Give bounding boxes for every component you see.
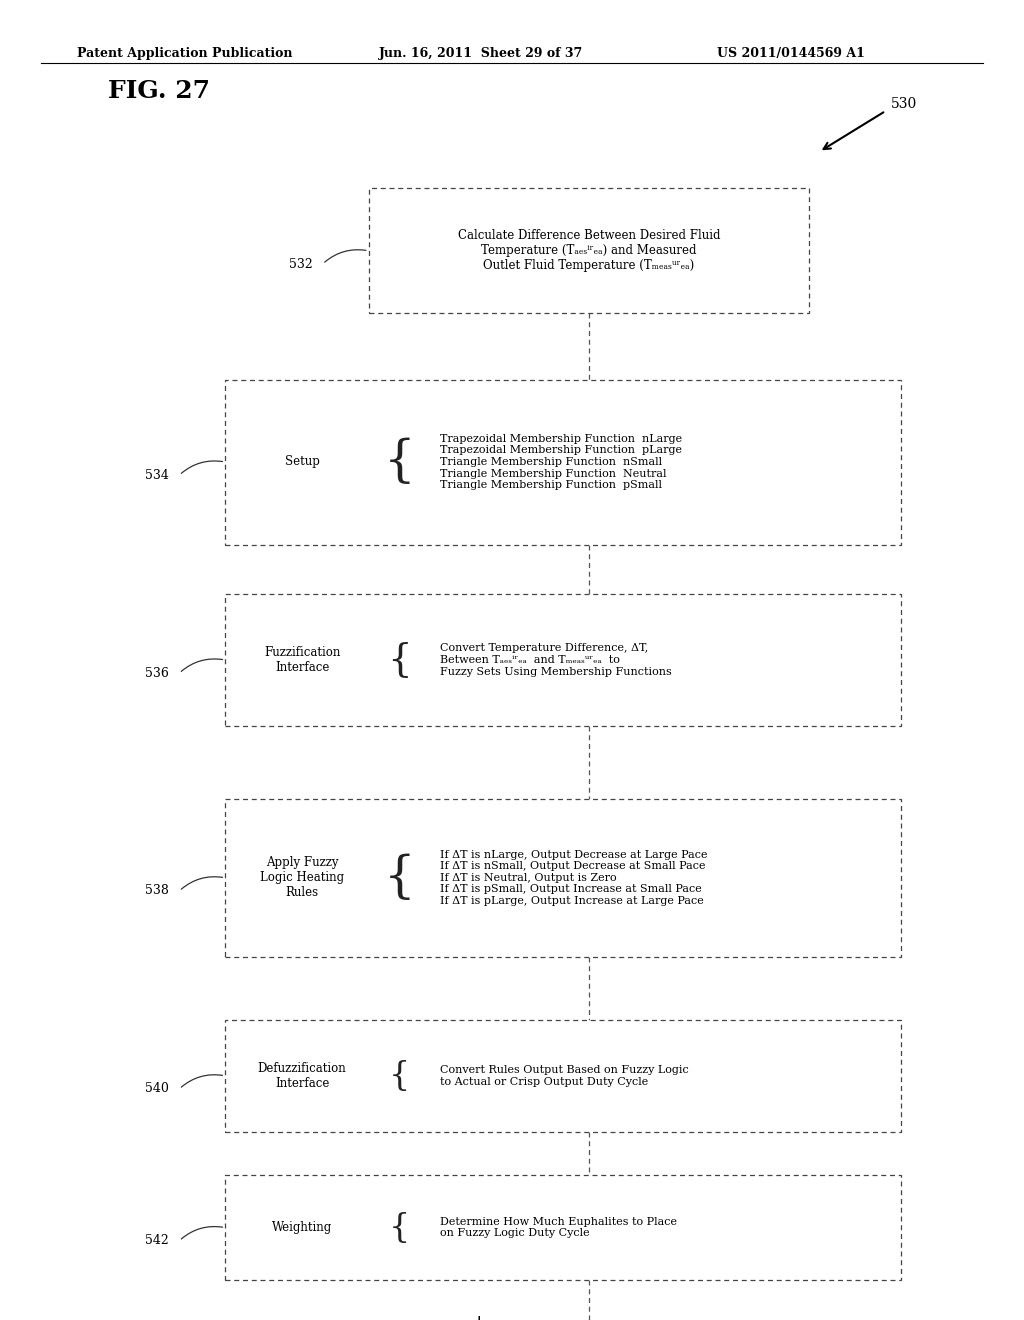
Text: Weighting: Weighting <box>272 1221 332 1234</box>
FancyBboxPatch shape <box>225 380 901 544</box>
Text: 530: 530 <box>891 98 918 111</box>
Text: 536: 536 <box>145 667 169 680</box>
Text: Calculate Difference Between Desired Fluid
Temperature (Tₐₑₛⁱʳₑₐ) and Measured
O: Calculate Difference Between Desired Flu… <box>458 230 720 272</box>
Text: FIG. 27: FIG. 27 <box>108 79 210 103</box>
Text: US 2011/0144569 A1: US 2011/0144569 A1 <box>717 46 864 59</box>
Text: 538: 538 <box>145 884 169 898</box>
Text: Convert Temperature Difference, ΔT,
Between Tₐₑₛⁱʳₑₐ  and Tₘₑₐₛᵘʳₑₐ  to
Fuzzy Se: Convert Temperature Difference, ΔT, Betw… <box>440 643 672 677</box>
Text: Jun. 16, 2011  Sheet 29 of 37: Jun. 16, 2011 Sheet 29 of 37 <box>379 46 583 59</box>
Text: Defuzzification
Interface: Defuzzification Interface <box>258 1061 346 1090</box>
Text: Trapezoidal Membership Function  nLarge
Trapezoidal Membership Function  pLarge
: Trapezoidal Membership Function nLarge T… <box>440 434 682 490</box>
Text: {: { <box>383 437 416 487</box>
Text: {: { <box>383 853 416 903</box>
Text: 542: 542 <box>145 1234 169 1247</box>
Text: Setup: Setup <box>285 455 319 469</box>
FancyBboxPatch shape <box>369 187 809 313</box>
Text: 540: 540 <box>145 1082 169 1096</box>
Text: {: { <box>389 1060 410 1092</box>
Text: Determine How Much Euphalites to Place
on Fuzzy Logic Duty Cycle: Determine How Much Euphalites to Place o… <box>440 1217 677 1238</box>
Text: {: { <box>389 1212 410 1243</box>
Text: +: + <box>471 1313 487 1320</box>
Text: Fuzzification
Interface: Fuzzification Interface <box>264 645 340 675</box>
Text: Convert Rules Output Based on Fuzzy Logic
to Actual or Crisp Output Duty Cycle: Convert Rules Output Based on Fuzzy Logi… <box>440 1065 689 1086</box>
FancyBboxPatch shape <box>225 594 901 726</box>
Text: 534: 534 <box>145 469 169 482</box>
FancyBboxPatch shape <box>225 1020 901 1133</box>
FancyBboxPatch shape <box>225 799 901 957</box>
Text: Patent Application Publication: Patent Application Publication <box>77 46 292 59</box>
Text: If ΔT is nLarge, Output Decrease at Large Pace
If ΔT is nSmall, Output Decrease : If ΔT is nLarge, Output Decrease at Larg… <box>440 850 708 906</box>
FancyBboxPatch shape <box>225 1175 901 1280</box>
Text: Apply Fuzzy
Logic Heating
Rules: Apply Fuzzy Logic Heating Rules <box>260 857 344 899</box>
Text: {: { <box>387 642 412 678</box>
Text: 532: 532 <box>289 257 312 271</box>
